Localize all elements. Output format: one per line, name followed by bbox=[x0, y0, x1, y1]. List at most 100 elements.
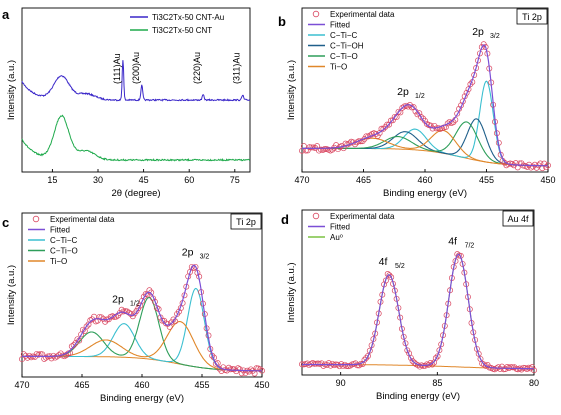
data-point bbox=[329, 146, 336, 153]
x-tick-label: 15 bbox=[47, 175, 57, 185]
x-axis-title: Binding energy (eV) bbox=[100, 393, 184, 404]
data-point bbox=[526, 161, 533, 168]
x-tick-label: 460 bbox=[417, 175, 432, 185]
experimental-markers bbox=[299, 251, 537, 374]
xrd-peak-label: (220)Au bbox=[192, 52, 202, 84]
data-point bbox=[529, 364, 536, 371]
data-point bbox=[356, 362, 363, 369]
data-point bbox=[83, 323, 90, 330]
legend-label: Au⁰ bbox=[330, 233, 343, 242]
data-point bbox=[380, 125, 387, 132]
fitted-line bbox=[302, 253, 534, 370]
data-point bbox=[116, 309, 123, 316]
legend-label: Ti3C2Tx-50 CNT bbox=[152, 26, 212, 35]
data-point bbox=[246, 368, 253, 375]
x-tick-label: 470 bbox=[14, 380, 29, 390]
data-point bbox=[359, 138, 366, 145]
legend-label: C−Ti−O bbox=[330, 52, 358, 61]
data-point bbox=[233, 368, 240, 375]
component-line bbox=[22, 296, 262, 372]
data-point bbox=[388, 274, 395, 281]
data-point bbox=[529, 163, 536, 170]
data-point bbox=[372, 131, 379, 137]
background-line bbox=[22, 355, 262, 372]
core-level-badge bbox=[502, 210, 534, 227]
data-point bbox=[355, 138, 362, 145]
data-point bbox=[509, 364, 516, 371]
data-point bbox=[409, 358, 416, 365]
legend-label: Experimental data bbox=[50, 215, 115, 224]
data-point bbox=[129, 313, 136, 320]
component-line bbox=[302, 253, 534, 370]
data-point bbox=[352, 141, 358, 148]
panel-letter: a bbox=[2, 7, 10, 22]
component-line bbox=[22, 320, 262, 372]
data-point bbox=[482, 44, 489, 50]
x-axis-title: Binding energy (eV) bbox=[376, 391, 460, 402]
peak-label-subscript: 1/2 bbox=[130, 301, 140, 308]
panel-b: b 470 465 460 455 450 Binding energy (eV) Inten… bbox=[278, 7, 556, 199]
core-level-badge bbox=[516, 8, 548, 25]
y-axis-title: Intensity (a.u.) bbox=[286, 262, 297, 322]
core-level-badge-text: Ti 2p bbox=[522, 12, 542, 22]
xrd-series-line bbox=[21, 60, 251, 102]
panel-c: c 470 465 460 455 450 Binding energy (eV) Inten… bbox=[2, 212, 270, 404]
data-point bbox=[387, 117, 394, 124]
x-tick-label: 455 bbox=[479, 175, 494, 185]
x-tick-label: 450 bbox=[254, 380, 269, 390]
x-tick-label: 30 bbox=[93, 175, 103, 185]
legend-label: C−Ti−C bbox=[330, 31, 357, 40]
data-point bbox=[336, 363, 343, 370]
legend-label: Fitted bbox=[330, 223, 350, 232]
x-tick-label: 465 bbox=[74, 380, 89, 390]
data-point bbox=[495, 364, 502, 371]
x-tick-label: 90 bbox=[336, 378, 346, 388]
data-point bbox=[434, 353, 441, 360]
x-tick-label: 75 bbox=[230, 175, 240, 185]
data-point bbox=[321, 146, 328, 152]
panel-letter: c bbox=[2, 215, 9, 230]
legend-label: Fitted bbox=[50, 226, 70, 235]
plot-frame bbox=[301, 209, 535, 376]
data-point bbox=[327, 362, 334, 369]
panel-a: a 15 30 45 60 75 2θ (degree) Intensity (a.u.) (1… bbox=[2, 7, 251, 199]
data-point bbox=[476, 50, 483, 57]
core-level-badge bbox=[230, 213, 262, 230]
data-point bbox=[418, 114, 425, 121]
data-point bbox=[475, 350, 482, 357]
data-point bbox=[389, 117, 396, 124]
legend-marker bbox=[32, 215, 40, 223]
data-point bbox=[478, 44, 485, 51]
data-point bbox=[24, 354, 31, 361]
plot-frame bbox=[21, 7, 251, 173]
data-point bbox=[391, 113, 398, 120]
y-axis-title: Intensity (a.u.) bbox=[6, 265, 17, 325]
fitted-line bbox=[22, 264, 262, 372]
peak-label: 2p bbox=[472, 26, 484, 38]
legend-label: Ti−O bbox=[50, 257, 67, 266]
x-tick-label: 470 bbox=[294, 175, 309, 185]
x-tick-label: 45 bbox=[139, 175, 149, 185]
peak-label-subscript: 3/2 bbox=[490, 33, 500, 40]
legend-label: C−Ti−C bbox=[50, 236, 77, 245]
data-point bbox=[404, 347, 411, 354]
peak-label: 4f bbox=[379, 256, 388, 268]
x-tick-label: 85 bbox=[432, 378, 442, 388]
data-point bbox=[43, 354, 49, 361]
core-level-badge-text: Au 4f bbox=[507, 214, 529, 224]
legend-label: Ti3C2Tx-50 CNT-Au bbox=[152, 13, 224, 22]
data-point bbox=[444, 120, 451, 127]
data-point bbox=[98, 314, 105, 321]
data-point bbox=[467, 81, 474, 88]
data-point bbox=[386, 272, 393, 279]
legend-label: Fitted bbox=[330, 21, 350, 30]
legend-label: Ti−O bbox=[330, 63, 347, 72]
core-level-badge-text: Ti 2p bbox=[236, 217, 256, 227]
peak-label: 2p bbox=[397, 86, 409, 98]
experimental-markers bbox=[19, 263, 265, 377]
data-point bbox=[247, 366, 254, 373]
x-tick-label: 450 bbox=[540, 175, 555, 185]
legend-marker bbox=[312, 10, 320, 18]
peak-label-subscript: 3/2 bbox=[200, 253, 210, 260]
